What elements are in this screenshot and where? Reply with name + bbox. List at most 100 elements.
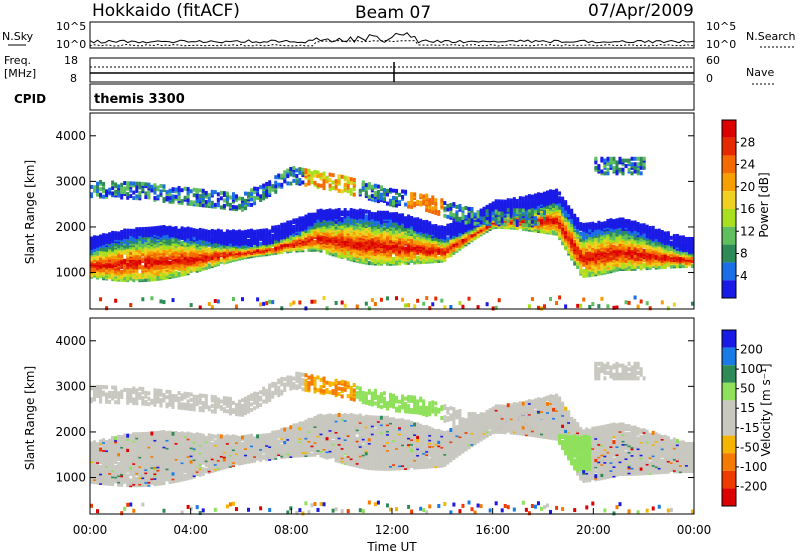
data-cell xyxy=(169,226,172,230)
data-cell xyxy=(407,201,410,205)
data-cell xyxy=(471,207,474,211)
data-cell xyxy=(214,203,217,207)
data-cell xyxy=(289,172,292,176)
data-cell xyxy=(347,189,350,193)
data-cell xyxy=(389,212,392,216)
data-cell xyxy=(374,184,377,188)
data-cell xyxy=(543,304,546,308)
data-cell xyxy=(289,167,292,171)
data-cell xyxy=(449,305,452,309)
data-cell xyxy=(486,205,489,209)
data-cell xyxy=(425,193,428,197)
data-cell xyxy=(289,182,292,186)
data-cell xyxy=(443,214,446,218)
data-cell xyxy=(347,176,350,180)
data-cell xyxy=(317,209,320,213)
data-cell xyxy=(313,174,316,178)
data-cell xyxy=(495,210,498,214)
data-cell xyxy=(280,223,283,227)
data-cell xyxy=(434,211,437,215)
data-cell xyxy=(335,185,338,189)
data-cell xyxy=(612,157,615,161)
data-cell xyxy=(347,180,350,184)
data-cell xyxy=(153,191,156,195)
data-cell xyxy=(286,221,289,225)
data-cell xyxy=(380,193,383,197)
data-cell xyxy=(612,166,615,170)
data-cell xyxy=(422,220,425,224)
data-cell xyxy=(329,184,332,188)
data-cell xyxy=(576,304,579,308)
data-cell xyxy=(220,258,223,262)
data-cell xyxy=(434,198,437,202)
data-cell xyxy=(531,195,534,199)
data-cell xyxy=(534,216,537,220)
data-cell xyxy=(241,208,244,212)
data-cell xyxy=(486,209,489,213)
data-cell xyxy=(259,303,262,307)
data-cell xyxy=(519,196,522,200)
data-cell xyxy=(377,199,380,203)
data-cell xyxy=(102,195,105,199)
data-cell xyxy=(329,187,332,191)
data-cell xyxy=(398,213,401,217)
freq-panel-frame xyxy=(90,58,694,82)
data-cell xyxy=(606,171,609,175)
data-cell xyxy=(256,229,259,233)
data-cell xyxy=(178,195,181,199)
data-cell xyxy=(341,210,344,214)
data-cell xyxy=(271,226,274,230)
data-cell xyxy=(365,302,368,306)
data-cell xyxy=(187,227,190,231)
data-cell xyxy=(395,196,398,200)
data-cell xyxy=(377,185,380,189)
data-cell xyxy=(217,201,220,205)
data-cell xyxy=(93,235,96,239)
data-cell xyxy=(253,196,256,200)
data-cell xyxy=(395,204,398,208)
data-cell xyxy=(310,177,313,181)
data-cell xyxy=(489,208,492,212)
data-cell xyxy=(271,234,274,238)
data-cell xyxy=(585,223,588,227)
data-cell xyxy=(226,202,229,206)
data-cell xyxy=(247,203,250,207)
freq-tick-top: 18 xyxy=(64,54,78,67)
data-cell xyxy=(431,302,434,306)
data-cell xyxy=(235,230,238,234)
data-cell xyxy=(196,188,199,192)
data-cell xyxy=(480,220,483,224)
data-cell xyxy=(223,204,226,208)
data-cell xyxy=(111,191,114,195)
data-cell xyxy=(304,183,307,187)
data-cell xyxy=(166,256,169,260)
data-cell xyxy=(310,213,313,217)
data-cell xyxy=(226,229,229,233)
data-cell xyxy=(138,273,141,277)
freq-unit: [MHz] xyxy=(4,67,36,80)
data-cell xyxy=(166,226,169,230)
data-cell xyxy=(250,229,253,233)
data-cell xyxy=(253,230,256,234)
data-cell xyxy=(461,305,464,309)
data-cell xyxy=(374,212,377,216)
data-cell xyxy=(220,196,223,200)
data-cell xyxy=(150,296,153,300)
data-cell xyxy=(181,188,184,192)
nsearch-series xyxy=(90,41,694,47)
data-cell xyxy=(350,192,353,196)
data-cell xyxy=(458,217,461,221)
data-cell xyxy=(262,302,265,306)
data-cell xyxy=(162,225,165,229)
data-cell xyxy=(138,185,141,189)
data-cell xyxy=(407,215,410,219)
data-cell xyxy=(144,227,147,231)
data-cell xyxy=(262,196,265,200)
data-cell xyxy=(413,192,416,196)
data-cell xyxy=(552,190,555,194)
beam-title: Beam 07 xyxy=(355,3,431,23)
data-cell xyxy=(573,214,576,218)
data-cell xyxy=(99,180,102,184)
data-cell xyxy=(126,229,129,233)
